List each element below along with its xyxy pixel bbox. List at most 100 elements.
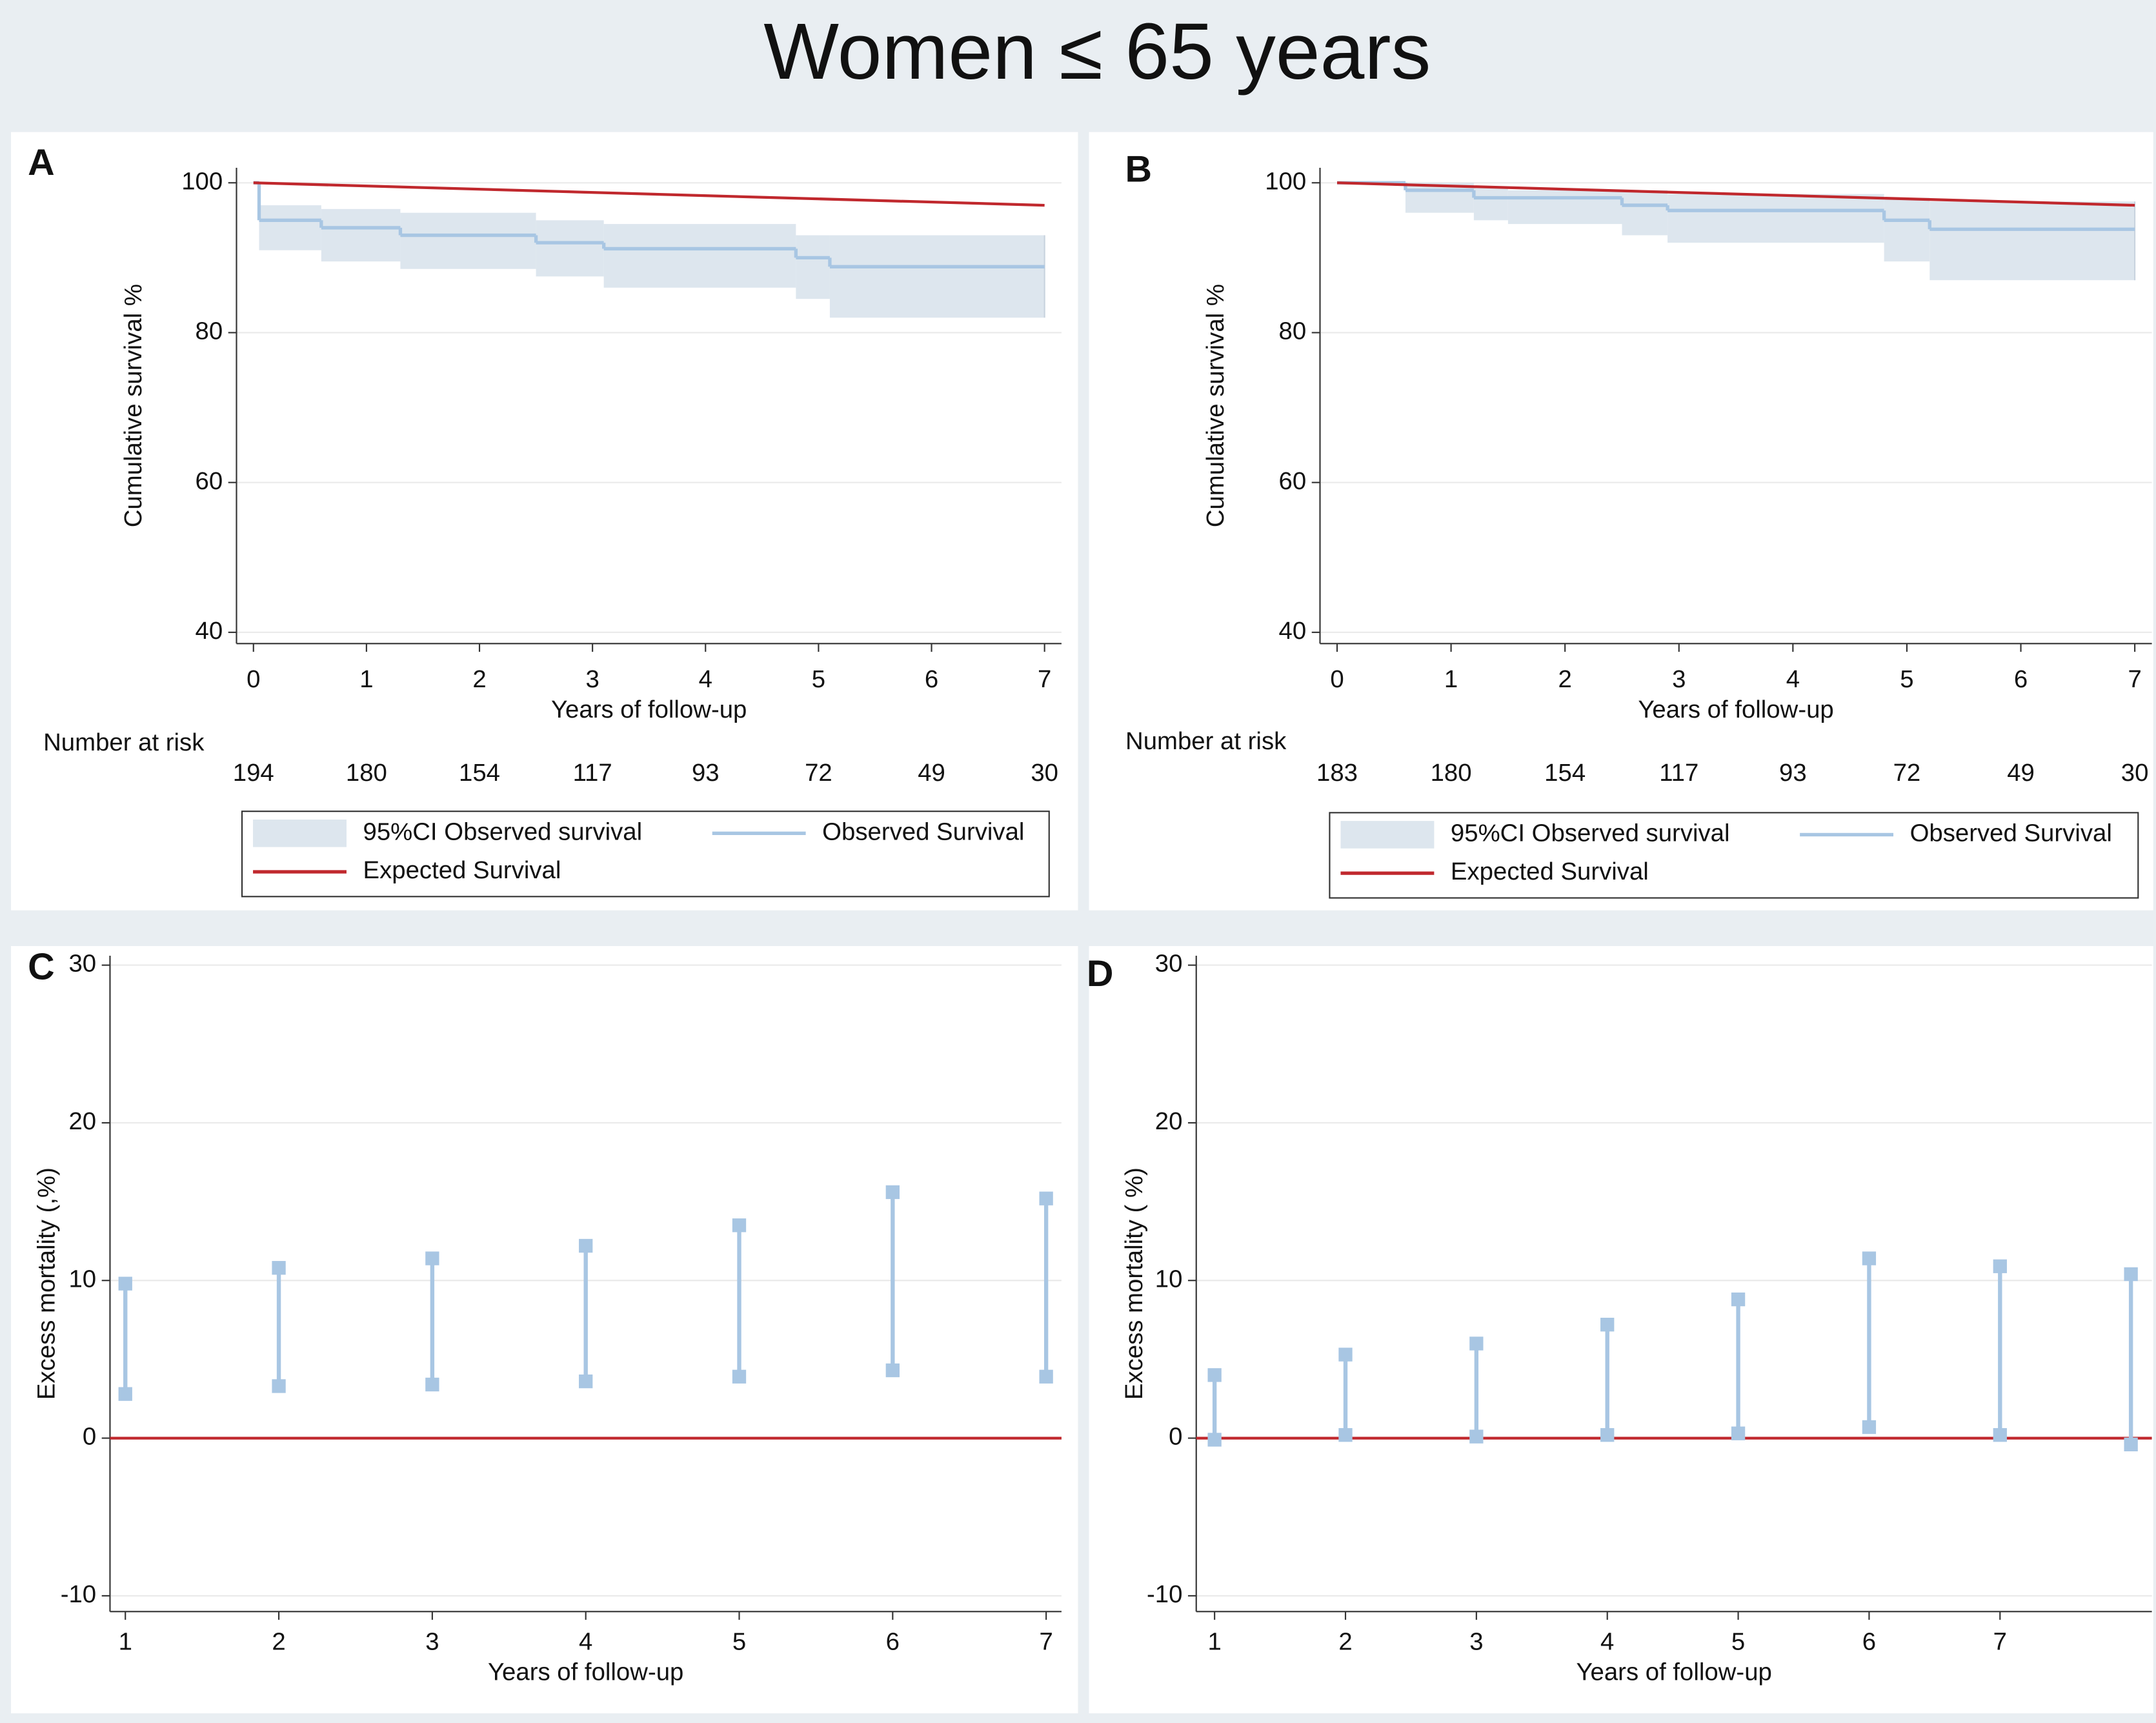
error-cap [1039, 1191, 1053, 1205]
error-cap [1993, 1259, 2007, 1273]
error-cap [272, 1261, 286, 1275]
expected-line [1336, 181, 2135, 207]
x-tick-label: 7 [1993, 1627, 2007, 1655]
error-cap [1731, 1426, 1746, 1440]
y-tick-label: 30 [1155, 950, 1183, 978]
y-tick-label: 10 [1155, 1265, 1183, 1293]
y-tick-label: 80 [1279, 317, 1307, 345]
ci-band [1929, 201, 2135, 281]
error-cap [1207, 1433, 1222, 1447]
x-tick-label: 4 [699, 665, 712, 693]
error-cap [885, 1185, 900, 1200]
x-tick-label: 3 [425, 1627, 439, 1655]
x-tick-label: 2 [272, 1627, 285, 1655]
legend-label: 95%CI Observed survival [363, 818, 643, 845]
panel-bg [11, 946, 1078, 1713]
x-tick-label: 3 [1672, 665, 1686, 693]
error-cap [1993, 1428, 2007, 1442]
ci-band [1507, 190, 1622, 225]
error-cap [1600, 1428, 1615, 1442]
y-tick-label: 100 [1265, 167, 1306, 195]
x-tick-label: 6 [886, 1627, 900, 1655]
ci-band [829, 235, 1045, 318]
error-cap [885, 1363, 900, 1378]
panel-letter: A [28, 142, 55, 183]
y-axis-title: Cumulative survival % [1202, 284, 1229, 527]
risk-value: 117 [573, 759, 612, 787]
ci-band [1667, 194, 1884, 243]
x-tick-label: 3 [1469, 1627, 1483, 1655]
error-cap [425, 1251, 439, 1265]
x-tick-label: 4 [1786, 665, 1800, 693]
legend-label: 95%CI Observed survival [1451, 820, 1730, 847]
figure-title: Women ≤ 65 years [763, 7, 1431, 96]
risk-value: 183 [1316, 759, 1358, 787]
ci-band [603, 224, 796, 288]
legend-label: Observed Survival [822, 818, 1024, 845]
error-cap [272, 1379, 286, 1393]
ci-band [400, 212, 536, 269]
x-tick-label: 6 [925, 665, 938, 693]
y-axis-title: Excess mortality (,%) [33, 1167, 61, 1400]
y-tick-label: 30 [68, 950, 96, 978]
legend-box [1329, 812, 2139, 899]
x-tick-label: 1 [119, 1627, 132, 1655]
x-tick-label: 5 [1731, 1627, 1745, 1655]
x-tick-label: 3 [585, 665, 599, 693]
y-tick-label: 60 [196, 467, 223, 495]
x-tick-label: 7 [1039, 1627, 1053, 1655]
error-cap [579, 1374, 593, 1389]
ci-band [536, 220, 604, 277]
risk-value: 93 [1779, 759, 1807, 787]
error-cap [579, 1238, 593, 1253]
error-cap [1207, 1368, 1222, 1382]
ci-band [1622, 190, 1668, 236]
risk-value: 49 [2007, 759, 2035, 787]
risk-value: 180 [346, 759, 387, 787]
x-tick-label: 2 [1558, 665, 1572, 693]
x-tick-label: 5 [812, 665, 825, 693]
risk-label: Number at risk [1125, 727, 1287, 755]
error-cap [1600, 1318, 1615, 1332]
panel-bg [1089, 946, 2153, 1713]
legend-box [241, 811, 1050, 898]
x-tick-label: 0 [1330, 665, 1344, 693]
expected-line [253, 181, 1045, 207]
y-axis-title: Cumulative survival % [119, 284, 147, 527]
error-cap [2124, 1267, 2138, 1282]
y-tick-label: -10 [61, 1580, 96, 1608]
risk-value: 30 [2121, 759, 2149, 787]
x-tick-label: 1 [1207, 1627, 1221, 1655]
y-tick-label: 100 [181, 167, 223, 195]
x-tick-label: 2 [472, 665, 486, 693]
error-cap [1338, 1428, 1353, 1442]
y-tick-label: 10 [68, 1265, 96, 1293]
panel-letter: C [28, 946, 55, 987]
risk-value: 72 [1893, 759, 1921, 787]
y-tick-label: -10 [1147, 1580, 1182, 1608]
x-tick-label: 4 [1600, 1627, 1614, 1655]
y-tick-label: 20 [68, 1107, 96, 1135]
risk-value: 117 [1659, 759, 1698, 787]
error-cap [732, 1218, 747, 1233]
risk-value: 72 [805, 759, 832, 787]
x-axis-title: Years of follow-up [551, 696, 747, 723]
error-cap [1039, 1369, 1053, 1384]
y-tick-label: 0 [1169, 1423, 1182, 1451]
legend-label: Expected Survival [363, 856, 561, 884]
risk-value: 154 [1544, 759, 1586, 787]
x-tick-label: 6 [1862, 1627, 1876, 1655]
error-cap [1731, 1292, 1746, 1307]
ci-band [1473, 186, 1508, 221]
panel-letter: B [1125, 149, 1152, 190]
x-tick-label: 1 [1444, 665, 1458, 693]
y-tick-label: 60 [1279, 467, 1307, 495]
y-tick-label: 80 [196, 317, 223, 345]
error-cap [118, 1387, 132, 1401]
risk-label: Number at risk [43, 729, 205, 756]
risk-value: 194 [233, 759, 274, 787]
legend-label: Expected Survival [1451, 858, 1649, 885]
error-cap [1469, 1336, 1484, 1351]
